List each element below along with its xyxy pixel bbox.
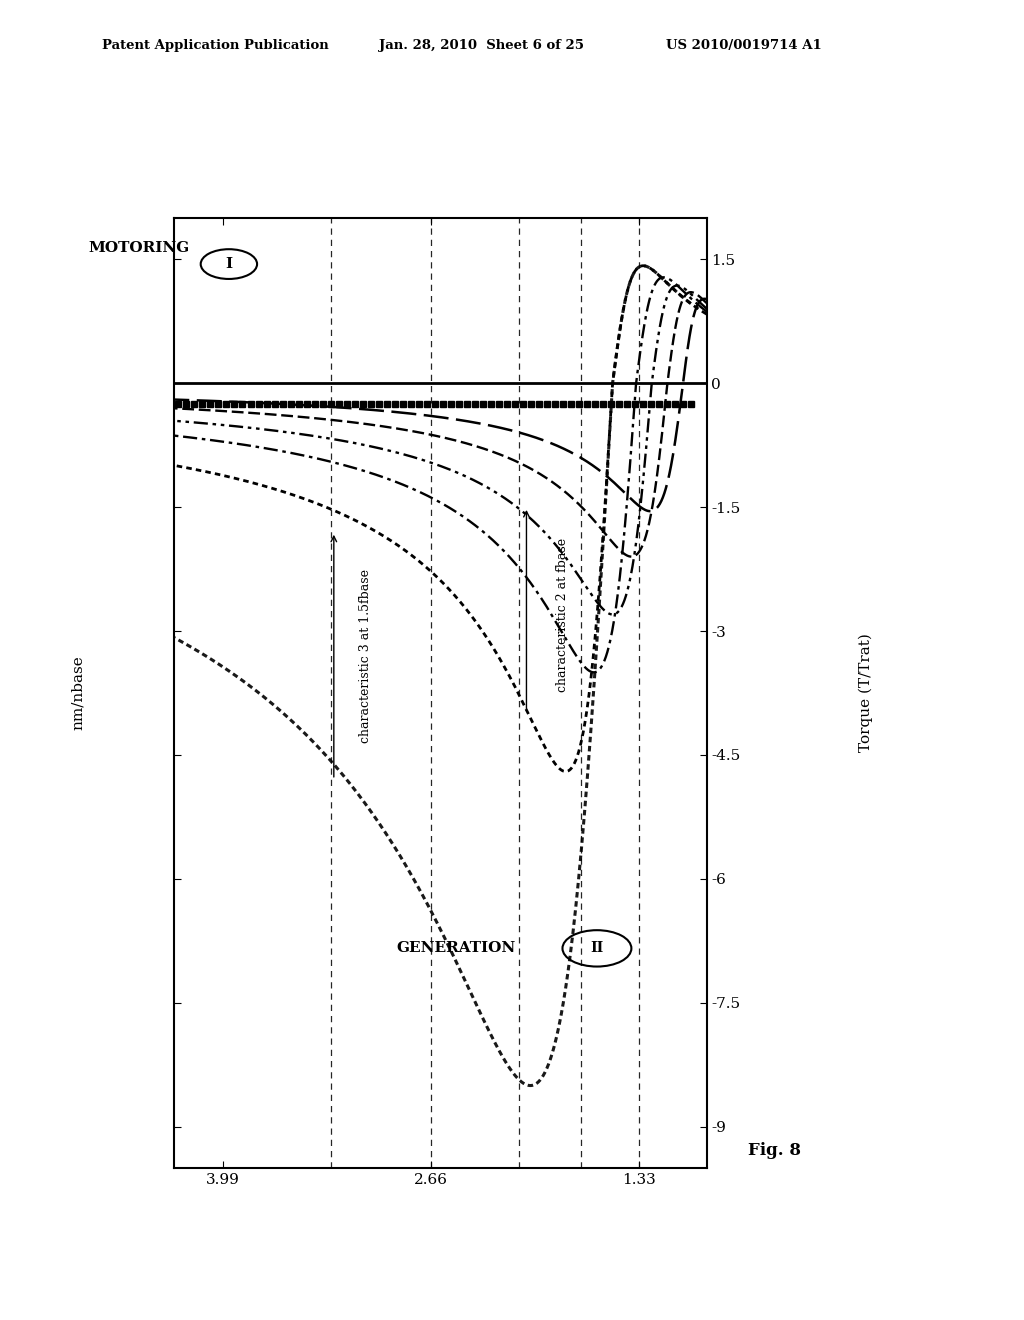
Text: MOTORING: MOTORING <box>88 240 189 255</box>
Text: Jan. 28, 2010  Sheet 6 of 25: Jan. 28, 2010 Sheet 6 of 25 <box>379 38 584 51</box>
Text: Fig. 8: Fig. 8 <box>748 1142 801 1159</box>
Text: US 2010/0019714 A1: US 2010/0019714 A1 <box>666 38 821 51</box>
Text: Torque (T/Trat): Torque (T/Trat) <box>859 634 873 752</box>
Text: Patent Application Publication: Patent Application Publication <box>102 38 329 51</box>
Text: II: II <box>590 941 603 956</box>
Text: characteristic 2 at fbase: characteristic 2 at fbase <box>556 537 569 692</box>
Text: characteristic 3 at 1.5fbase: characteristic 3 at 1.5fbase <box>358 569 372 743</box>
Text: nm/nbase: nm/nbase <box>72 656 85 730</box>
Text: GENERATION: GENERATION <box>396 941 516 956</box>
Text: I: I <box>225 257 232 271</box>
